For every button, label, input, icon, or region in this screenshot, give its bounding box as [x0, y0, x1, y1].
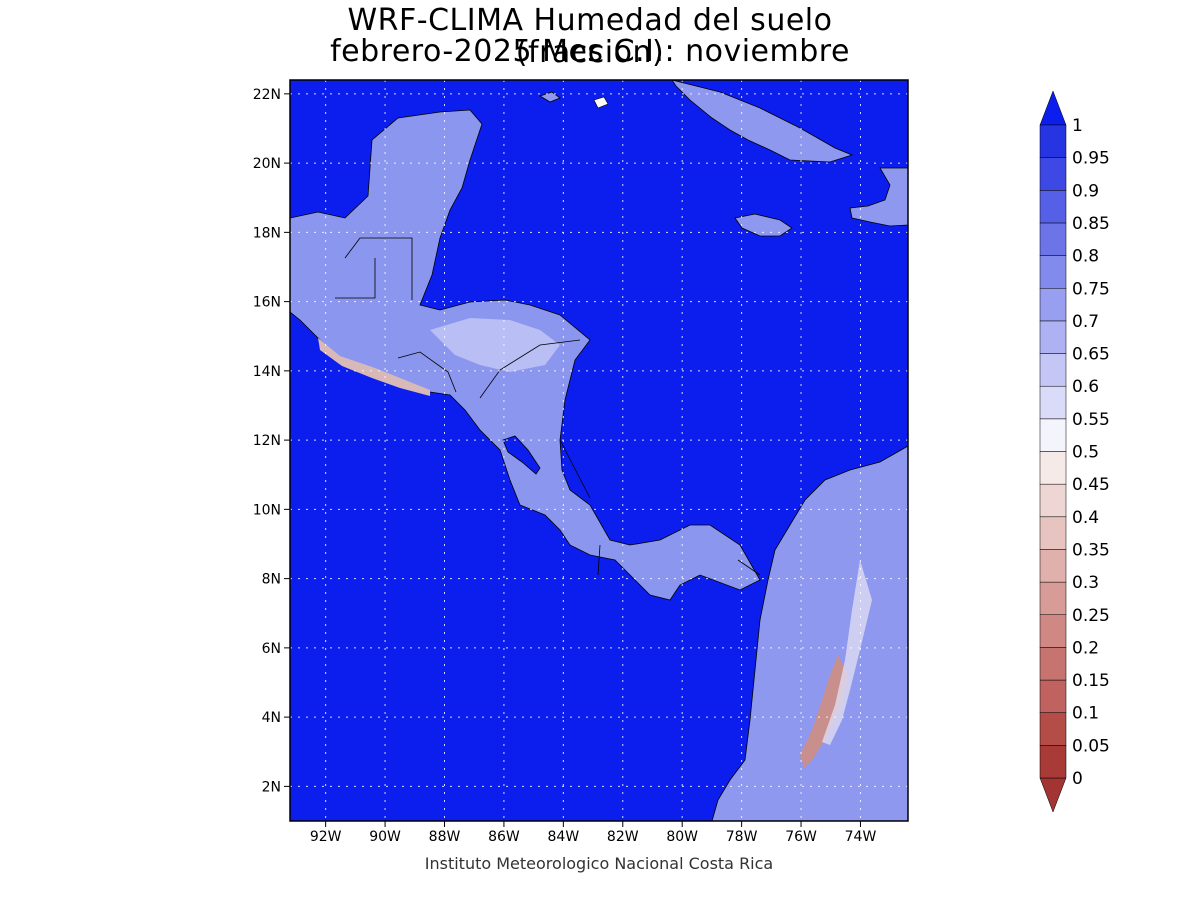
colorbar: 0 0.05 0.1 0.15 0.2 0.25 0.3 0.35 0.4 0.45 0.5 0.55… [1039, 90, 1110, 813]
colorbar-over-arrow [1039, 90, 1067, 126]
colorbar-swatch [1039, 712, 1067, 746]
map-title-line1: WRF-CLIMA Humedad del suelo (fraccion) [347, 3, 833, 70]
colorbar-under-arrow [1039, 777, 1067, 813]
dry-andes-band [800, 655, 848, 768]
y-tick-label: 8N [262, 572, 281, 588]
colorbar-label: 1 [1072, 116, 1083, 136]
colorbar-label: 0.55 [1072, 410, 1110, 430]
colorbar-label: 0.9 [1072, 181, 1099, 201]
colorbar-swatch [1039, 353, 1067, 387]
colorbar-label: 0.95 [1072, 149, 1110, 169]
x-tick-label: 82W [607, 829, 639, 845]
x-tick-label: 84W [548, 829, 580, 845]
colorbar-swatch [1039, 516, 1067, 550]
colorbar-swatch [1039, 288, 1067, 322]
land-hispaniola [849, 167, 908, 227]
colorbar-label: 0.4 [1072, 508, 1099, 528]
y-tick-label: 20N [253, 156, 281, 172]
y-tick-label: 4N [262, 710, 281, 726]
map-gridlines [290, 80, 908, 821]
colorbar-swatch [1039, 320, 1067, 354]
colorbar-label: 0.8 [1072, 247, 1099, 267]
y-tick-label: 16N [253, 295, 281, 311]
colorbar-swatch [1039, 124, 1067, 158]
colorbar-swatch [1039, 157, 1067, 191]
map-panel: 92W 90W 88W 86W 84W 82W 80W 78W 76W 74W 2N 4N 6N 8N 10… [253, 79, 909, 845]
footer-credit: Instituto Meteorologico Nacional Costa R… [424, 854, 774, 873]
colorbar-label: 0.2 [1072, 638, 1099, 658]
colorbar-label: 0.35 [1072, 540, 1110, 560]
colorbar-swatch [1039, 647, 1067, 681]
lake-nicaragua [502, 435, 541, 475]
land-honduras-highlands [430, 318, 560, 372]
x-tick-label: 76W [785, 829, 817, 845]
colorbar-swatch [1039, 385, 1067, 420]
land-south-america [711, 445, 908, 821]
colorbar-label: 0.05 [1072, 736, 1110, 756]
colorbar-label: 0.25 [1072, 606, 1110, 626]
colorbar-label: 0.1 [1072, 704, 1099, 724]
x-tick-label: 78W [726, 829, 758, 845]
x-tick-label: 86W [488, 829, 520, 845]
colorbar-label: 0.65 [1072, 345, 1110, 365]
colorbar-label: 0.3 [1072, 573, 1099, 593]
x-tick-label: 90W [369, 829, 401, 845]
colorbar-swatch [1039, 581, 1067, 616]
colorbar-label: 0.7 [1072, 312, 1099, 332]
x-tick-label: 74W [845, 829, 877, 845]
land-isla-juventud [539, 91, 561, 103]
colorbar-swatch [1039, 549, 1067, 583]
x-tick-label: 92W [310, 829, 342, 845]
colorbar-label: 0.5 [1072, 443, 1099, 463]
colorbar-swatch [1039, 483, 1067, 518]
map-frame [289, 79, 909, 822]
map-title-line2: febrero-2025 Mes C.I.: noviembre [330, 34, 850, 69]
land-small-island [593, 96, 609, 109]
colorbar-swatch [1039, 190, 1067, 224]
land-cuba [671, 80, 854, 163]
colorbar-label: 0.6 [1072, 377, 1099, 397]
x-tick-label: 80W [666, 829, 698, 845]
colorbar-label: 0.75 [1072, 279, 1110, 299]
y-tick-label: 2N [262, 779, 281, 795]
colorbar-label: 0.45 [1072, 475, 1110, 495]
colorbar-label: 0.15 [1072, 671, 1110, 691]
y-tick-label: 18N [253, 225, 281, 241]
x-tick-label: 88W [429, 829, 461, 845]
y-tick-label: 6N [262, 641, 281, 657]
colorbar-swatch [1039, 745, 1067, 779]
colorbar-swatch [1039, 255, 1067, 289]
colorbar-swatch [1039, 451, 1067, 485]
country-borders [335, 237, 761, 576]
colorbar-swatch [1039, 418, 1067, 452]
colorbar-swatch [1039, 679, 1067, 713]
dry-pacific-coast [318, 338, 430, 396]
colorbar-swatch [1039, 222, 1067, 256]
map-ticks: 92W 90W 88W 86W 84W 82W 80W 78W 76W 74W 2N 4N 6N 8N 10… [253, 87, 877, 845]
y-tick-label: 22N [253, 87, 281, 103]
y-tick-label: 14N [253, 364, 281, 380]
y-tick-label: 12N [253, 433, 281, 449]
colorbar-swatch [1039, 614, 1067, 648]
light-andes-band [822, 560, 872, 745]
y-tick-label: 10N [253, 502, 281, 518]
colorbar-label: 0 [1072, 769, 1083, 789]
colorbar-label: 0.85 [1072, 214, 1110, 234]
